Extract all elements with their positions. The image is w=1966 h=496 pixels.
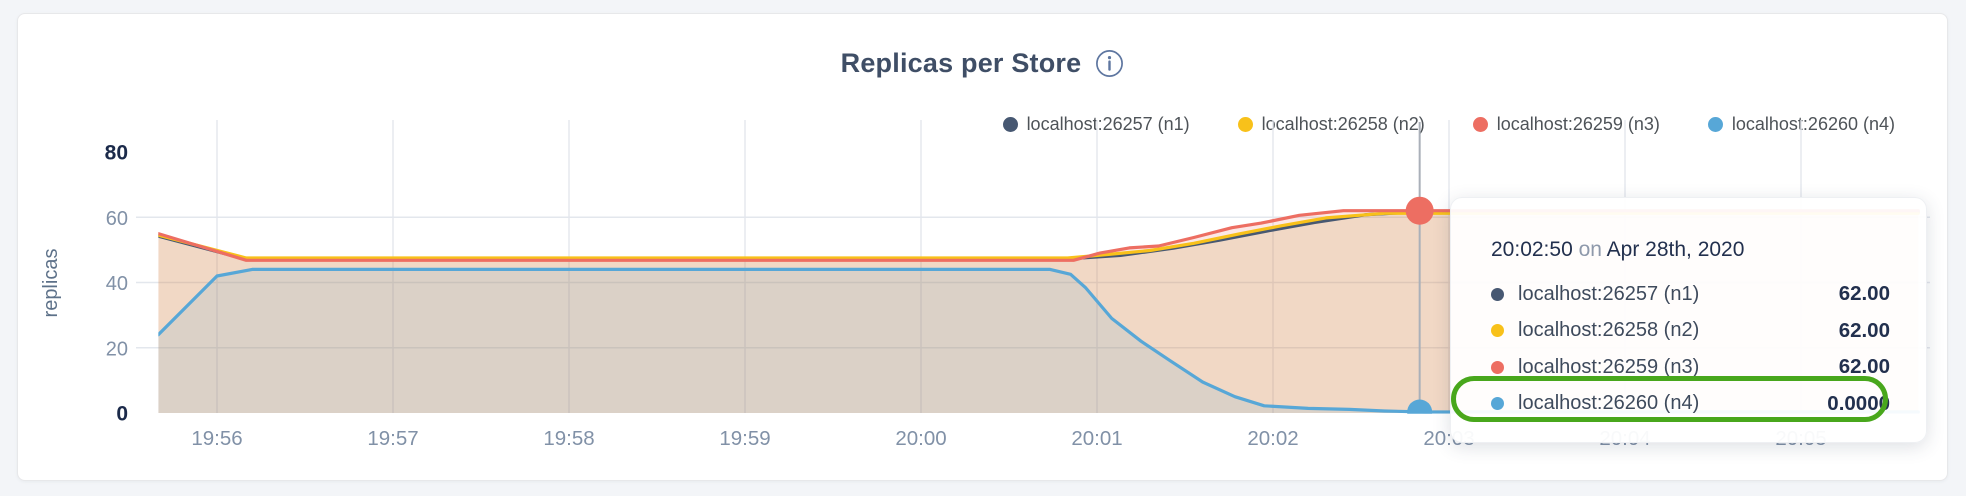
tooltip-row-n3: localhost:26259 (n3) 62.00 [1491, 349, 1890, 386]
x-tick-label: 19:56 [191, 427, 242, 450]
tooltip-row-n4: localhost:26260 (n4) 0.0000 [1491, 386, 1890, 423]
chart-title-row: Replicas per Store [18, 48, 1947, 79]
chart-tooltip: 20:02:50 on Apr 28th, 2020 localhost:262… [1450, 197, 1927, 443]
legend-item-n1[interactable]: localhost:26257 (n1) [1002, 114, 1190, 135]
y-tick-label: 80 [105, 142, 128, 165]
series-line-n2 [158, 211, 1920, 260]
tooltip-series-dot-icon [1491, 324, 1504, 338]
legend-dot-icon [1472, 117, 1488, 132]
tooltip-series-dot-icon [1491, 397, 1504, 411]
legend-item-label: localhost:26258 (n2) [1261, 114, 1425, 134]
tooltip-series-dot-icon [1491, 360, 1504, 374]
hover-crosshair [1405, 122, 1434, 414]
tooltip-series-value: 62.00 [1838, 318, 1890, 342]
series-area-n4 [158, 269, 1919, 413]
hover-marker-n3 [1405, 196, 1434, 225]
tooltip-conjunction: on [1578, 238, 1602, 261]
series-line-n4 [158, 267, 1920, 414]
tooltip-date: Apr 28th, 2020 [1606, 238, 1745, 261]
y-tick-label: 40 [106, 273, 128, 295]
y-axis-labels: 0 20 40 60 80 [105, 142, 128, 426]
hover-marker-n4 [1407, 399, 1433, 414]
x-tick-label: 19:58 [543, 427, 594, 450]
tooltip-series-dot-icon [1491, 287, 1504, 301]
tooltip-rows: localhost:26257 (n1) 62.00 localhost:26258… [1491, 276, 1890, 422]
tooltip-series-label: localhost:26258 (n2) [1518, 319, 1700, 342]
y-tick-label: 20 [106, 338, 128, 360]
legend-dot-icon [1002, 117, 1018, 132]
legend-item-label: localhost:26260 (n4) [1731, 114, 1895, 134]
series-line-n3 [158, 209, 1920, 262]
page-title: Replicas per Store [840, 48, 1082, 78]
legend-item-n2[interactable]: localhost:26258 (n2) [1237, 114, 1425, 135]
tooltip-series-label: localhost:26259 (n3) [1518, 355, 1700, 378]
legend-item-n4[interactable]: localhost:26260 (n4) [1707, 114, 1895, 135]
legend-item-label: localhost:26259 (n3) [1496, 114, 1660, 134]
legend-dot-icon [1707, 117, 1723, 132]
tooltip-row-n2: localhost:26258 (n2) 62.00 [1491, 313, 1890, 350]
tooltip-series-value: 62.00 [1838, 355, 1890, 379]
legend-item-n3[interactable]: localhost:26259 (n3) [1472, 114, 1660, 135]
x-tick-label: 19:57 [367, 427, 418, 450]
x-tick-label: 20:00 [895, 427, 946, 450]
tooltip-series-label: localhost:26260 (n4) [1518, 392, 1700, 415]
tooltip-row-n1: localhost:26257 (n1) 62.00 [1491, 276, 1890, 313]
tooltip-series-value: 0.0000 [1827, 391, 1890, 415]
tooltip-series-label: localhost:26257 (n1) [1518, 282, 1700, 305]
y-tick-label: 0 [116, 403, 128, 426]
chart-legend: localhost:26257 (n1) localhost:26258 (n2)… [18, 114, 1947, 135]
tooltip-series-value: 62.00 [1838, 282, 1890, 306]
info-icon[interactable] [1095, 49, 1124, 78]
tooltip-timestamp: 20:02:50 on Apr 28th, 2020 [1491, 238, 1890, 262]
legend-dot-icon [1237, 117, 1253, 132]
y-tick-label: 60 [106, 208, 128, 230]
x-tick-label: 20:02 [1247, 427, 1298, 450]
tooltip-time: 20:02:50 [1491, 238, 1573, 261]
x-tick-label: 19:59 [719, 427, 770, 450]
x-tick-label: 20:01 [1071, 427, 1122, 450]
y-axis-title: replicas [40, 249, 62, 318]
legend-item-label: localhost:26257 (n1) [1026, 114, 1190, 134]
